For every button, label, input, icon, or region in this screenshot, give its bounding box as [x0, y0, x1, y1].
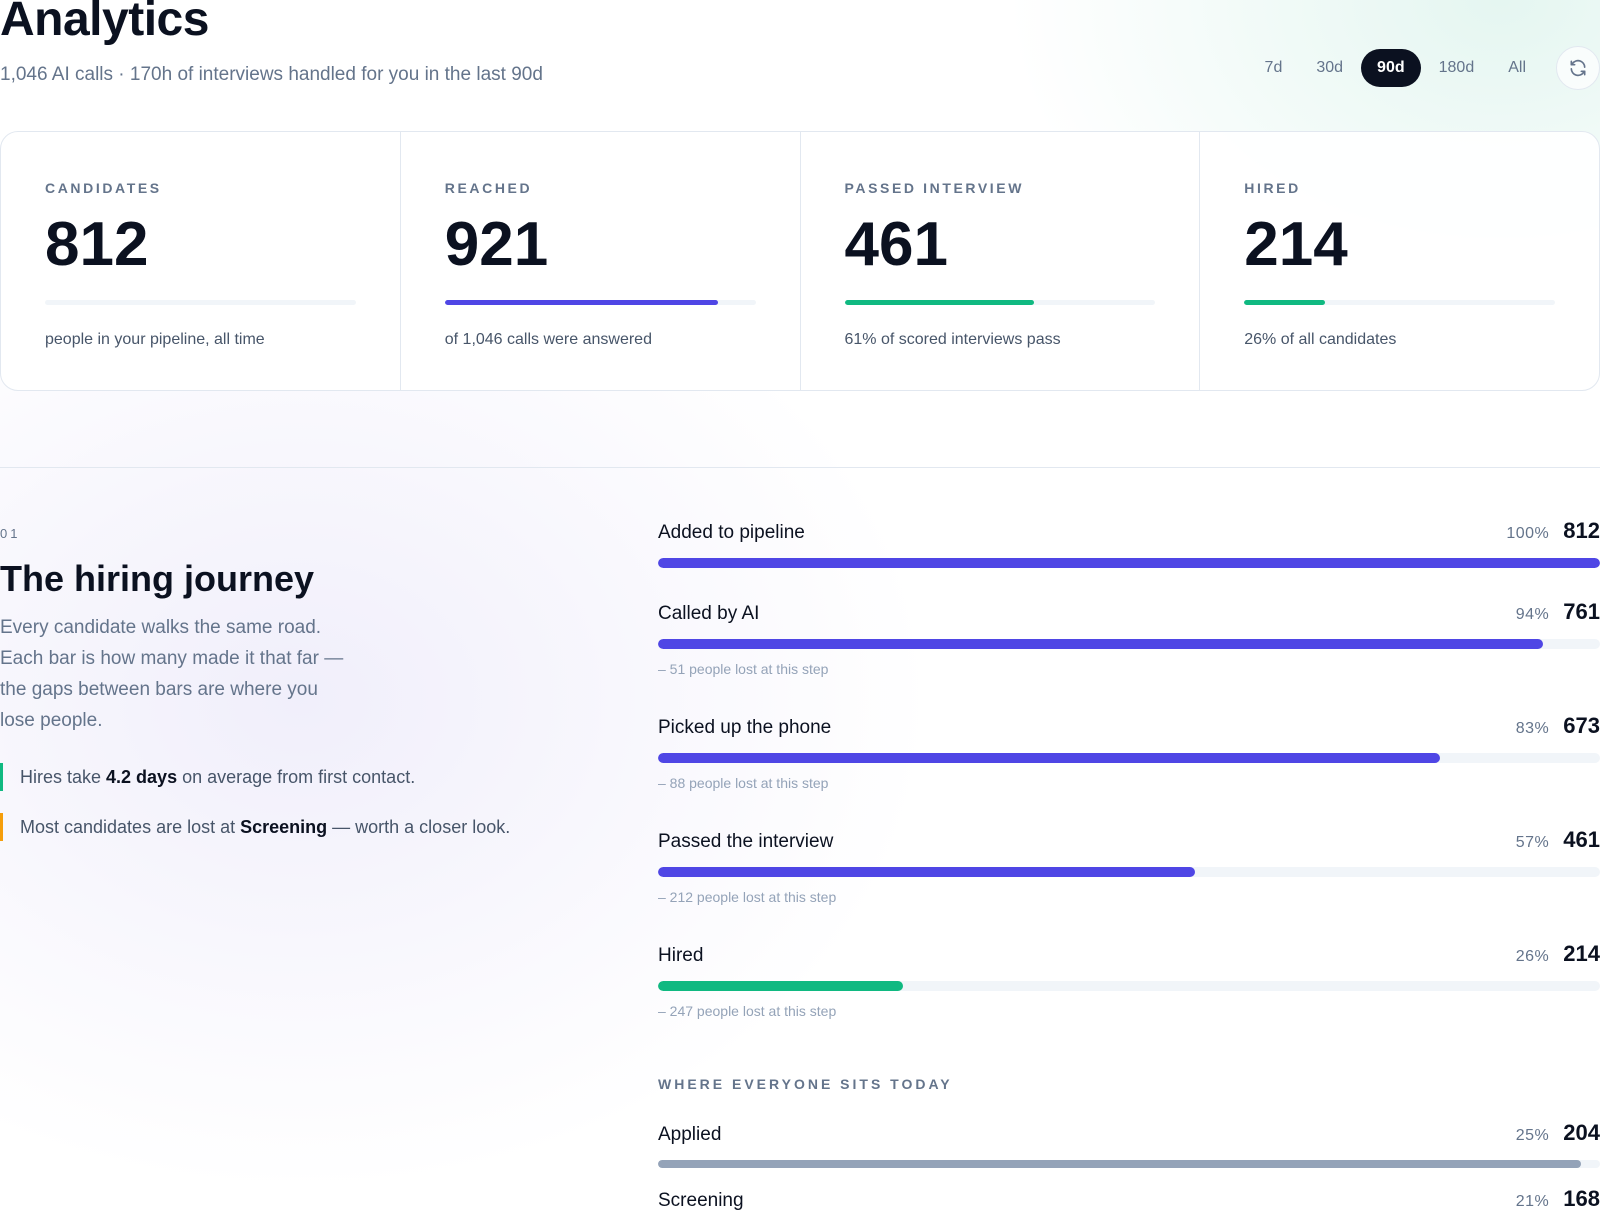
funnel-step-label: Added to pipeline: [658, 522, 805, 543]
funnel-step-bar: [658, 639, 1544, 649]
kpi-value: 812: [45, 210, 149, 279]
kpi-label: CANDIDATES: [45, 180, 162, 196]
date-range-selector: 7d 30d 90d 180d All: [1249, 46, 1600, 90]
kpi-note: of 1,046 calls were answered: [444, 331, 652, 348]
kpi-note: 26% of all candidates: [1244, 331, 1397, 348]
funnel-step-track: [658, 981, 1600, 991]
kpi-value: 214: [1244, 210, 1348, 279]
funnel-step-percent: 100%: [1506, 525, 1550, 542]
kpi-note: 61% of scored interviews pass: [844, 331, 1061, 348]
insight-text: on average from first contact.: [177, 767, 416, 787]
page-subtitle: 1,046 AI calls · 170h of interviews hand…: [0, 64, 543, 85]
kpi-label: REACHED: [444, 180, 533, 196]
funnel-step-percent: 57%: [1515, 834, 1550, 851]
range-180d-button[interactable]: 180d: [1438, 59, 1475, 76]
funnel-step-lost: – 51 people lost at this step: [658, 661, 829, 677]
stage-label: Screening: [658, 1190, 744, 1211]
section-divider: [0, 467, 1600, 468]
funnel-step: Added to pipeline 100% 812: [658, 518, 1600, 568]
kpi-reached: REACHED 921 of 1,046 calls were answered: [401, 132, 801, 390]
insight-text: — worth a closer look.: [327, 817, 511, 837]
kpi-passed-interview: PASSED INTERVIEW 461 61% of scored inter…: [801, 132, 1201, 390]
funnel-step-bar: [658, 981, 903, 991]
funnel-step-count: 673: [1563, 713, 1600, 738]
kpi-note: people in your pipeline, all time: [45, 331, 265, 348]
range-90d-button[interactable]: 90d: [1361, 49, 1421, 87]
kpi-hired: HIRED 214 26% of all candidates: [1200, 132, 1599, 390]
range-all-button[interactable]: All: [1508, 59, 1526, 76]
kpi-label: PASSED INTERVIEW: [844, 180, 1025, 196]
stage-row: Applied 25% 204: [658, 1120, 1600, 1168]
kpi-value: 921: [444, 210, 549, 279]
kpi-progress-track: [1244, 300, 1555, 305]
section-title: The hiring journey: [0, 558, 315, 599]
funnel-step-bar: [658, 558, 1600, 568]
section-number: 01: [0, 526, 21, 541]
insight-highlight: 4.2 days: [106, 767, 178, 787]
funnel-step-lost: – 88 people lost at this step: [658, 775, 829, 791]
range-30d-button[interactable]: 30d: [1316, 59, 1344, 76]
page-title: Analytics: [0, 0, 209, 46]
kpi-progress-track: [444, 300, 756, 305]
stage-bar: [658, 1160, 1582, 1168]
stage-count: 204: [1563, 1120, 1600, 1145]
stage-percent: 21%: [1515, 1193, 1550, 1210]
funnel-step-track: [658, 558, 1600, 568]
refresh-button[interactable]: [1556, 46, 1600, 90]
funnel-step-label: Hired: [658, 945, 704, 966]
funnel-step: Passed the interview 57% 461 – 212 peopl…: [658, 827, 1600, 905]
funnel-step-lost: – 247 people lost at this step: [658, 1003, 837, 1019]
stage-percent: 25%: [1515, 1127, 1550, 1144]
stage-row: Screening 21% 168: [658, 1186, 1600, 1212]
funnel-step-percent: 26%: [1515, 948, 1550, 965]
kpi-value: 461: [844, 210, 948, 279]
insight-lost-stage: Most candidates are lost at Screening — …: [0, 813, 560, 841]
kpi-candidates: CANDIDATES 812 people in your pipeline, …: [1, 132, 401, 390]
stage-label: Applied: [658, 1124, 722, 1145]
insight-text: Hires take: [20, 767, 107, 787]
insight-text: Most candidates are lost at: [20, 817, 241, 837]
stage-track: [658, 1160, 1600, 1168]
insight-highlight: Screening: [240, 817, 328, 837]
section-description: Every candidate walks the same road. Eac…: [0, 617, 344, 731]
refresh-icon: [1570, 59, 1586, 77]
funnel-step-track: [658, 753, 1600, 763]
kpi-progress-fill: [844, 300, 1035, 305]
kpi-progress-fill: [1244, 300, 1326, 305]
range-7d-button[interactable]: 7d: [1264, 59, 1283, 76]
funnel-step-percent: 94%: [1515, 606, 1550, 623]
funnel-step: Picked up the phone 83% 673 – 88 people …: [658, 713, 1600, 791]
current-stages-title: WHERE EVERYONE SITS TODAY: [658, 1076, 953, 1092]
kpi-label: HIRED: [1244, 180, 1301, 196]
funnel-step-count: 761: [1563, 599, 1600, 624]
kpi-progress-track: [844, 300, 1156, 305]
kpi-progress-fill: [444, 300, 719, 305]
funnel-step-label: Passed the interview: [658, 831, 834, 852]
funnel-step-bar: [658, 753, 1440, 763]
kpi-summary-card: CANDIDATES 812 people in your pipeline, …: [0, 131, 1600, 391]
insight-hire-time: Hires take 4.2 days on average from firs…: [0, 763, 560, 791]
funnel-step-count: 461: [1563, 827, 1600, 852]
stage-count: 168: [1563, 1186, 1600, 1211]
funnel-step-lost: – 212 people lost at this step: [658, 889, 837, 905]
funnel-step-track: [658, 639, 1600, 649]
kpi-progress-track: [45, 300, 356, 305]
funnel-step: Hired 26% 214 – 247 people lost at this …: [658, 941, 1600, 1019]
funnel-step-bar: [658, 867, 1195, 877]
funnel-step-label: Picked up the phone: [658, 717, 832, 738]
funnel-step: Called by AI 94% 761 – 51 people lost at…: [658, 599, 1600, 677]
funnel-step-percent: 83%: [1515, 720, 1550, 737]
funnel-step-count: 812: [1563, 518, 1600, 543]
funnel-step-count: 214: [1563, 941, 1600, 966]
funnel-step-label: Called by AI: [658, 603, 760, 624]
funnel-step-track: [658, 867, 1600, 877]
